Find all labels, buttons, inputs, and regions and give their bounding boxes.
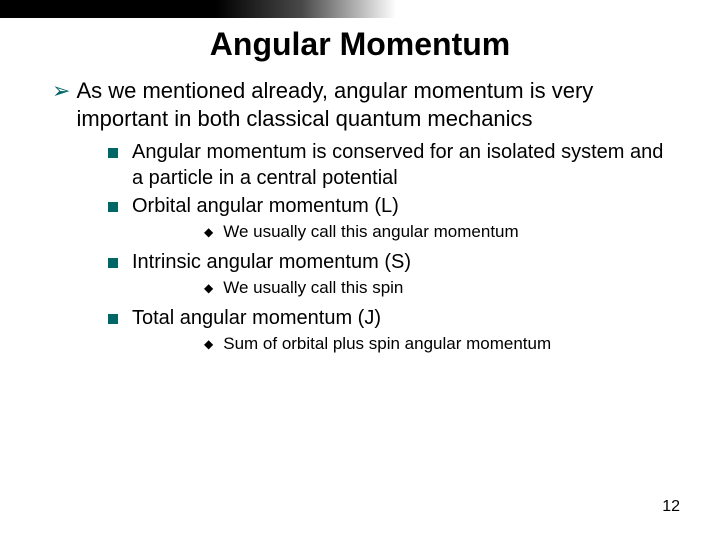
page-number: 12	[662, 498, 680, 516]
level2-item: Total angular momentum (J)	[108, 305, 680, 331]
square-bullet-icon	[108, 148, 118, 158]
level2-list: Angular momentum is conserved for an iso…	[108, 139, 680, 355]
diamond-bullet-icon: ◆	[204, 221, 213, 243]
level3-text: We usually call this spin	[223, 277, 403, 299]
square-bullet-icon	[108, 202, 118, 212]
level1-text: As we mentioned already, angular momentu…	[76, 77, 680, 133]
level3-item: ◆ We usually call this angular momentum	[204, 221, 680, 243]
level3-item: ◆ We usually call this spin	[204, 277, 680, 299]
diamond-bullet-icon: ◆	[204, 277, 213, 299]
level2-text: Orbital angular momentum (L)	[132, 193, 399, 219]
slide-content: ➢ As we mentioned already, angular momen…	[0, 77, 720, 355]
arrow-bullet-icon: ➢	[52, 77, 70, 133]
level2-text: Intrinsic angular momentum (S)	[132, 249, 411, 275]
level3-text: Sum of orbital plus spin angular momentu…	[223, 333, 551, 355]
level2-item: Angular momentum is conserved for an iso…	[108, 139, 680, 191]
level3-list: ◆ We usually call this spin	[204, 277, 680, 299]
top-gradient-bar	[0, 0, 720, 18]
level3-item: ◆ Sum of orbital plus spin angular momen…	[204, 333, 680, 355]
diamond-bullet-icon: ◆	[204, 333, 213, 355]
slide-title: Angular Momentum	[0, 26, 720, 63]
level3-list: ◆ Sum of orbital plus spin angular momen…	[204, 333, 680, 355]
square-bullet-icon	[108, 314, 118, 324]
square-bullet-icon	[108, 258, 118, 268]
level2-item: Intrinsic angular momentum (S)	[108, 249, 680, 275]
level2-text: Angular momentum is conserved for an iso…	[132, 139, 680, 191]
level2-item: Orbital angular momentum (L)	[108, 193, 680, 219]
level3-text: We usually call this angular momentum	[223, 221, 518, 243]
level2-text: Total angular momentum (J)	[132, 305, 381, 331]
level1-item: ➢ As we mentioned already, angular momen…	[52, 77, 680, 133]
level3-list: ◆ We usually call this angular momentum	[204, 221, 680, 243]
